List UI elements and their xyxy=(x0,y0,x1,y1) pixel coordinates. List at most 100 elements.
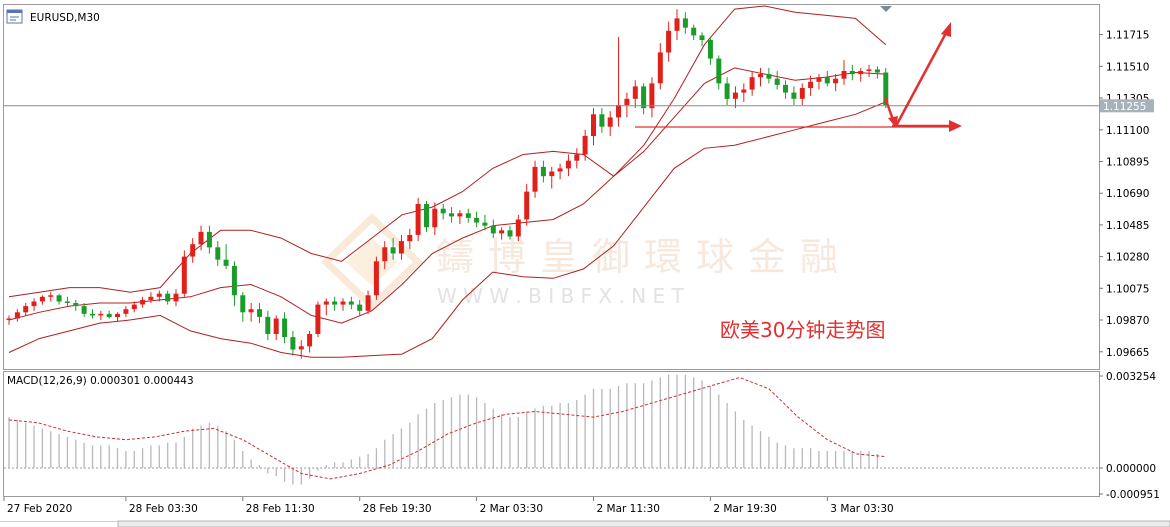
macd-scale: 0.003254 0.000000 -0.000951 xyxy=(1099,371,1160,501)
candle-body xyxy=(223,259,229,266)
candle-body xyxy=(323,301,329,305)
candle-body xyxy=(340,301,346,305)
candle xyxy=(632,80,638,109)
candle xyxy=(432,202,438,235)
candle-body xyxy=(140,299,146,305)
candle xyxy=(365,290,371,314)
candle xyxy=(357,299,363,316)
candle-body xyxy=(365,295,371,311)
candle-body xyxy=(273,318,279,334)
candle-body xyxy=(866,69,872,71)
candle-body xyxy=(48,295,54,297)
price-label: 1.10075 xyxy=(1106,283,1149,295)
candle xyxy=(298,340,304,359)
candle xyxy=(257,303,262,324)
time-label: 2 Mar 11:30 xyxy=(597,503,660,515)
candle xyxy=(64,296,70,307)
candle-body xyxy=(515,219,521,237)
candle xyxy=(641,83,647,115)
candle xyxy=(674,9,680,40)
candle-body xyxy=(81,306,87,314)
candle-body xyxy=(532,166,538,192)
candle-body xyxy=(741,89,747,93)
time-axis: 27 Feb 2020 28 Feb 03:30 28 Feb 11:30 28 Fe… xyxy=(3,497,894,515)
candle-body xyxy=(31,301,37,307)
candle xyxy=(557,163,563,180)
candle-body xyxy=(833,78,839,84)
price-label: 1.11510 xyxy=(1106,61,1149,73)
candle xyxy=(248,303,254,322)
candle-body xyxy=(707,40,713,59)
bottom-scrollbar[interactable] xyxy=(117,520,1170,527)
time-label: 28 Feb 19:30 xyxy=(363,503,432,515)
candle xyxy=(874,66,880,79)
candle xyxy=(223,244,229,269)
candle xyxy=(599,108,605,133)
candle xyxy=(858,67,864,82)
candle xyxy=(398,235,404,260)
candle xyxy=(691,24,697,40)
arrow-up-head xyxy=(941,22,951,37)
candle xyxy=(165,290,171,305)
candle xyxy=(532,160,538,198)
candlesticks xyxy=(6,9,889,359)
price-label: 1.10280 xyxy=(1106,252,1149,264)
chart-shift-marker[interactable] xyxy=(880,6,892,12)
window-icon xyxy=(6,9,23,24)
candle xyxy=(799,83,805,105)
candle-body xyxy=(732,92,738,99)
candle-body xyxy=(156,293,162,297)
candle xyxy=(465,208,471,223)
macd-indicator xyxy=(4,374,1099,485)
candle-body xyxy=(73,303,79,307)
candle xyxy=(624,92,630,118)
candle xyxy=(707,36,713,65)
candle-body xyxy=(390,247,396,254)
candle-body xyxy=(616,105,621,118)
candle-body xyxy=(282,318,288,338)
candle xyxy=(524,183,530,226)
candle-body xyxy=(557,168,563,172)
arrow-down-shaft xyxy=(883,96,895,121)
candle-body xyxy=(808,81,814,88)
candle-body xyxy=(883,72,889,105)
candle xyxy=(716,55,722,90)
candle-body xyxy=(424,204,429,228)
price-label: 1.09665 xyxy=(1106,347,1149,359)
candle-body xyxy=(791,92,797,99)
candle-body xyxy=(799,88,805,99)
candle-body xyxy=(716,58,722,84)
candle xyxy=(215,241,221,266)
annotation-arrows xyxy=(635,22,962,132)
candle xyxy=(73,299,79,311)
candle xyxy=(499,227,505,240)
bollinger-lower-band xyxy=(8,101,886,358)
candle-body xyxy=(240,295,246,313)
candle-body xyxy=(348,301,354,305)
candle xyxy=(549,166,555,189)
candle-body xyxy=(816,77,822,82)
candle-body xyxy=(540,166,546,177)
candle xyxy=(131,301,137,313)
candle-body xyxy=(666,30,672,53)
macd-label: MACD(12,26,9) 0.000301 0.000443 xyxy=(7,375,194,387)
candle xyxy=(758,67,763,87)
candle-body xyxy=(14,312,20,319)
candle-body xyxy=(307,334,313,347)
candle-body xyxy=(632,86,638,99)
candle-body xyxy=(90,313,95,316)
candle-body xyxy=(490,225,496,234)
candle-body xyxy=(131,304,137,310)
current-price-tag: 1.11255 xyxy=(1100,99,1154,113)
candle-body xyxy=(265,316,271,334)
candle xyxy=(115,312,120,322)
candle-body xyxy=(641,86,647,109)
candle-body xyxy=(123,309,129,314)
candle xyxy=(14,309,20,322)
candle-body xyxy=(465,213,471,218)
candle xyxy=(783,80,788,99)
candle-body xyxy=(290,337,296,350)
candle xyxy=(23,303,29,316)
candle xyxy=(332,296,338,311)
